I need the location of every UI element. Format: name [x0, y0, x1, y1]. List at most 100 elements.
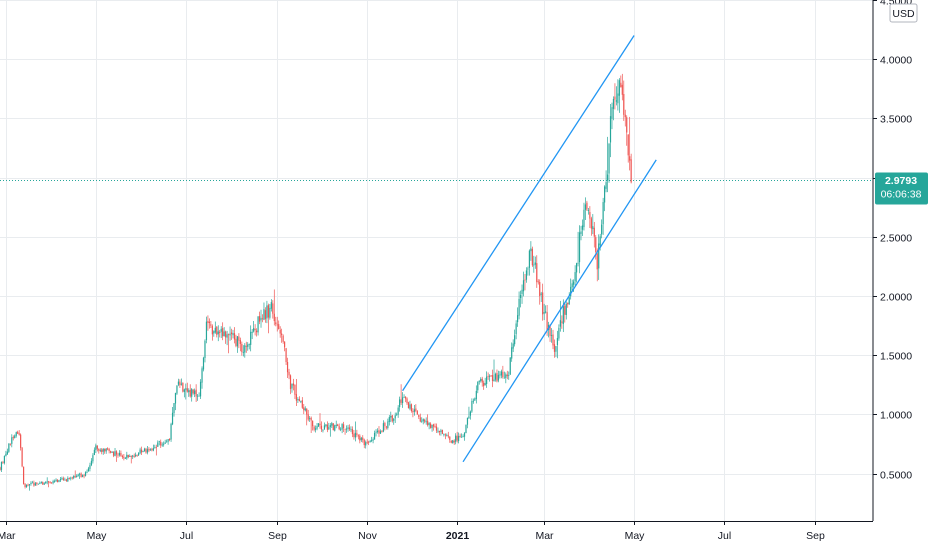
candle [502, 365, 504, 379]
candle [450, 440, 452, 444]
candle-body [112, 451, 115, 456]
candle-body [294, 384, 296, 395]
candle [222, 322, 224, 341]
candle-body [288, 371, 290, 376]
candle-body [381, 430, 383, 432]
candle-body [345, 428, 348, 430]
candle-body [391, 415, 393, 422]
axes-layer [0, 0, 874, 522]
candle-body [421, 420, 423, 422]
price-tick-label: 0.5000 [880, 470, 912, 482]
candle-body [270, 302, 272, 309]
candle-body [132, 455, 134, 457]
candle-body [378, 430, 380, 434]
candle [109, 450, 112, 454]
candle-body [149, 449, 152, 451]
candle [359, 434, 361, 444]
candle-body [188, 390, 190, 393]
candle [491, 369, 494, 388]
candle-body [431, 424, 433, 429]
candle [587, 208, 589, 215]
candle-body [331, 423, 333, 426]
candle-body [152, 448, 154, 451]
candle-body [244, 345, 246, 353]
candle [90, 458, 93, 467]
candle [354, 421, 356, 442]
candle-body [396, 414, 398, 416]
candle [428, 422, 430, 430]
candle-body [198, 395, 200, 397]
candle-body [512, 343, 514, 349]
candle-body [605, 182, 607, 189]
candle-body [539, 281, 541, 297]
candle [68, 477, 70, 480]
time-axis[interactable]: Mar May Jul Sep Nov 2021 Mar May Jul Sep [0, 521, 825, 542]
channel-lines-layer[interactable] [402, 35, 657, 463]
candle-body [192, 389, 194, 394]
candle [437, 427, 439, 434]
candle [278, 320, 280, 330]
candle [431, 424, 433, 432]
candle [500, 369, 502, 379]
candle [43, 482, 45, 485]
candle-body [53, 481, 56, 483]
last-price-badge-box [875, 172, 928, 205]
candle [189, 384, 191, 398]
candle [236, 336, 239, 353]
candle [518, 291, 520, 320]
candle-body [51, 482, 53, 484]
candle-body [101, 449, 103, 453]
candle-body [469, 411, 472, 416]
candle-body [185, 388, 187, 390]
candle-body [549, 324, 551, 336]
candle-body [233, 333, 236, 340]
candle-body [531, 248, 533, 266]
candle [269, 303, 271, 320]
candle-body [521, 289, 523, 295]
candle-body [143, 448, 146, 452]
candle [435, 423, 438, 433]
candle-body [528, 250, 531, 268]
candle-body [338, 426, 340, 430]
candle-body [31, 482, 34, 484]
candle [571, 279, 573, 290]
channel-line-upper[interactable] [402, 35, 635, 392]
candle-body [80, 473, 82, 477]
channel-line-lower[interactable] [462, 159, 657, 463]
candle-body [599, 236, 601, 246]
candle-body [278, 324, 280, 330]
candle [166, 439, 168, 443]
candle-body [263, 309, 265, 320]
candle [382, 420, 385, 433]
candle [456, 431, 458, 443]
candle-body [118, 452, 121, 456]
candle [497, 370, 500, 383]
candle-body [371, 440, 373, 442]
candle [519, 290, 522, 308]
candle-body [350, 429, 352, 431]
candle [210, 321, 212, 328]
candle [348, 424, 351, 431]
candle-body [310, 417, 312, 421]
currency-badge[interactable]: USD [889, 3, 918, 23]
candle [98, 448, 100, 454]
candle-body [25, 484, 28, 488]
candle-body [161, 444, 163, 446]
candle-body [48, 481, 50, 483]
candle-body [40, 482, 42, 484]
candle [499, 371, 501, 379]
candle-body [279, 329, 281, 334]
candle-body [61, 478, 63, 480]
candle-body [183, 389, 185, 392]
candle [455, 433, 457, 445]
candle [406, 397, 408, 405]
candle-body [519, 294, 522, 299]
candle-body [120, 453, 122, 456]
candle [401, 392, 404, 408]
candle [148, 447, 150, 453]
candle-body [220, 328, 222, 332]
candle-body [58, 480, 60, 482]
candle-body [368, 441, 370, 443]
